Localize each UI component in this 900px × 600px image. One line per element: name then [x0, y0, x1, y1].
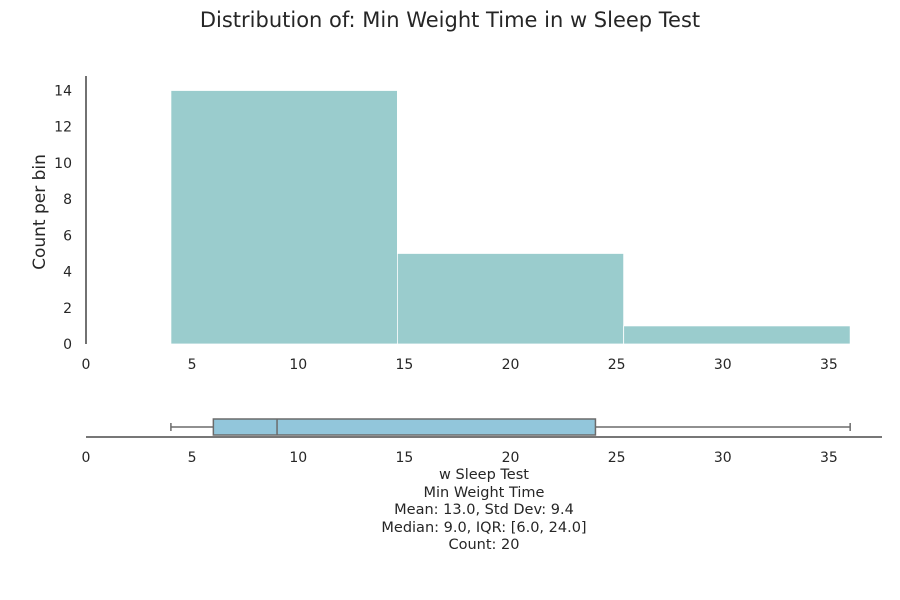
y-tick-label: 14: [54, 83, 72, 99]
summary-variable: Min Weight Time: [423, 484, 545, 501]
histogram-x-tick-label: 25: [608, 357, 626, 373]
y-tick-label: 2: [63, 301, 72, 317]
histogram-y-ticks: 0 2 4 6 8 10 12 14: [54, 83, 72, 353]
summary-group: w Sleep Test: [439, 467, 529, 483]
boxplot-x-tick-label: 30: [714, 450, 732, 466]
boxplot-x-tick-label: 25: [608, 450, 626, 466]
boxplot-x-tick-label: 35: [820, 450, 838, 466]
boxplot-x-tick-label: 10: [289, 450, 307, 466]
summary-count: Count: 20: [448, 537, 520, 553]
y-tick-label: 6: [63, 228, 72, 244]
summary-median-iqr: Median: 9.0, IQR: [6.0, 24.0]: [381, 519, 587, 536]
y-tick-label: 0: [63, 337, 72, 353]
y-axis-label: Count per bin: [30, 154, 50, 270]
histogram-x-tick-label: 5: [188, 357, 197, 373]
histogram-x-ticks: 0 5 10 15 20 25 30 35: [82, 357, 838, 373]
summary-stats: w Sleep Test Min Weight Time Mean: 13.0,…: [334, 467, 634, 555]
boxplot-marks: [170, 418, 851, 436]
histogram-bar-3: [623, 325, 851, 345]
histogram-bar-1: [170, 90, 398, 345]
y-tick-label: 8: [63, 192, 72, 208]
boxplot-plot: 0 5 10 15 20 25 30 35: [82, 418, 882, 466]
histogram-x-tick-label: 35: [820, 357, 838, 373]
boxplot-box: [212, 418, 597, 436]
histogram-x-tick-label: 20: [502, 357, 520, 373]
boxplot-x-ticks: 0 5 10 15 20 25 30 35: [82, 450, 838, 466]
histogram-x-tick-label: 15: [395, 357, 413, 373]
boxplot-x-tick-label: 5: [188, 450, 197, 466]
histogram-bars: [170, 90, 851, 345]
histogram-x-tick-label: 30: [714, 357, 732, 373]
chart-title: Distribution of: Min Weight Time in w Sl…: [199, 8, 701, 32]
boxplot-x-tick-label: 20: [502, 450, 520, 466]
y-tick-label: 10: [54, 156, 72, 172]
histogram-plot: 0 2 4 6 8 10 12 14 0 5 10 15 20 25 30 35 Count per bin: [30, 76, 851, 373]
histogram-bar-2: [396, 253, 625, 345]
boxplot-x-tick-label: 0: [82, 450, 91, 466]
histogram-x-tick-label: 10: [289, 357, 307, 373]
histogram-x-tick-label: 0: [82, 357, 91, 373]
summary-mean-std: Mean: 13.0, Std Dev: 9.4: [394, 502, 574, 518]
boxplot-x-tick-label: 15: [395, 450, 413, 466]
y-tick-label: 4: [63, 265, 72, 281]
y-tick-label: 12: [54, 120, 72, 136]
